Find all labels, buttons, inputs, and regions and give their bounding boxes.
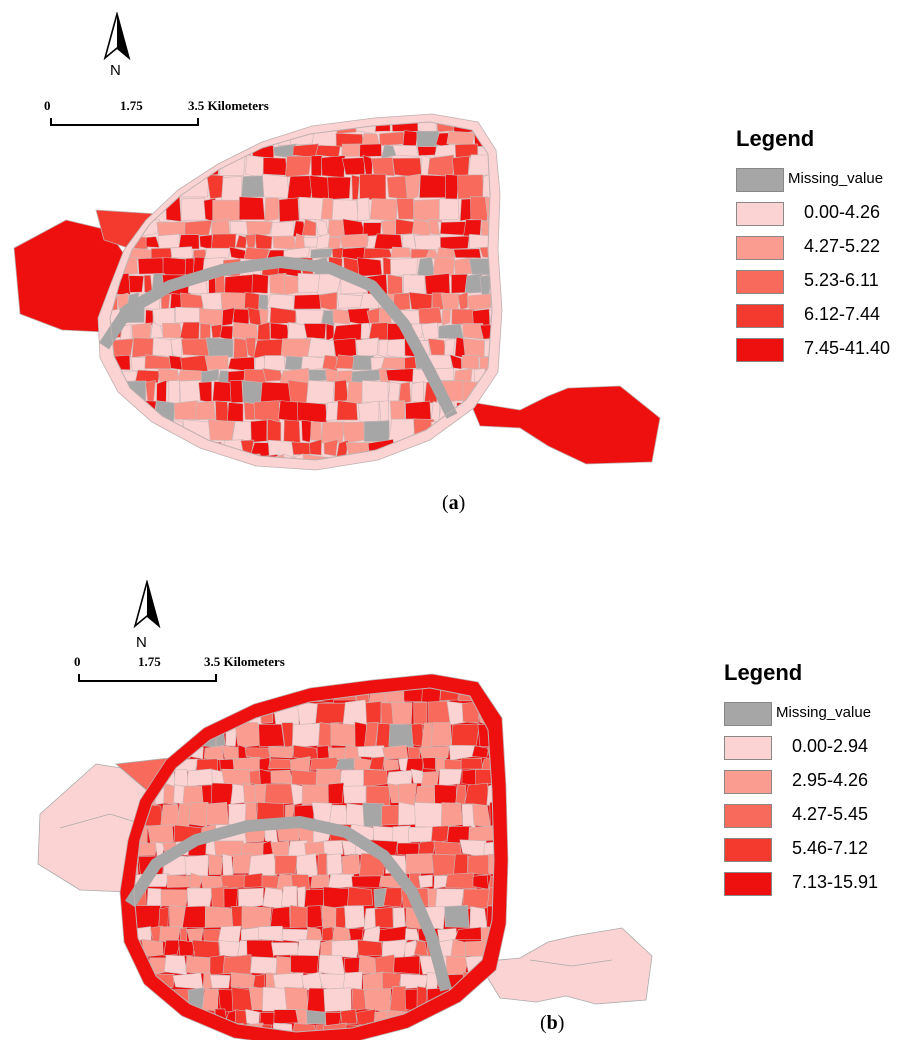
legend-label: 4.27-5.45 <box>792 804 869 824</box>
legend-item: 5.46-7.12 <box>724 838 904 864</box>
scale-bar: 0 1.75 3.5 Kilometers <box>74 654 344 694</box>
legend-swatch <box>724 770 772 794</box>
map-region-east <box>469 385 661 465</box>
legend-label: 5.23-6.11 <box>804 270 879 290</box>
river-seine <box>124 816 452 992</box>
scale-line <box>50 124 198 126</box>
legend-swatch <box>724 872 772 896</box>
legend-label: 2.95-4.26 <box>792 770 869 790</box>
legend-swatch <box>724 804 772 828</box>
legend-label: 7.45-41.40 <box>804 338 891 358</box>
scale-tick <box>197 118 199 126</box>
scale-label-mid: 1.75 <box>120 98 143 113</box>
panel-a: N 0 1.75 3.5 Kilometers Legend Missing_v… <box>13 10 911 514</box>
legend-b: Legend Missing_value 0.00-2.94 2.95-4.26 4.… <box>724 660 909 896</box>
choropleth-map-b <box>37 673 653 1040</box>
scale-label-mid: 1.75 <box>138 654 161 669</box>
legend-label: 6.12-7.44 <box>804 304 881 324</box>
legend-item: 0.00-2.94 <box>724 736 904 762</box>
legend-swatch <box>736 304 784 328</box>
legend-item: 5.23-6.11 <box>736 270 916 296</box>
legend-swatch <box>736 236 784 260</box>
legend-title: Legend <box>736 126 815 151</box>
choropleth-map-a <box>13 113 661 471</box>
north-label: N <box>110 62 121 79</box>
legend-a: Legend Missing_value 0.00-4.26 4.27-5.22 5.… <box>736 126 911 362</box>
scale-label-end: 3.5 Kilometers <box>188 98 269 113</box>
legend-item: 7.45-41.40 <box>736 338 916 364</box>
legend-item: Missing_value <box>736 168 916 194</box>
legend-item: 6.12-7.44 <box>736 304 916 330</box>
legend-title: Legend <box>724 660 803 685</box>
legend-label: 4.27-5.22 <box>804 236 881 256</box>
panel-b: N 0 1.75 3.5 Kilometers Legend Missing_v… <box>0 560 916 1046</box>
legend-item: 2.95-4.26 <box>724 770 904 796</box>
legend-label: Missing_value <box>776 704 872 721</box>
scale-label-end: 3.5 Kilometers <box>204 654 285 669</box>
scale-tick <box>78 674 80 682</box>
legend-item: 4.27-5.45 <box>724 804 904 830</box>
scale-line <box>78 680 216 682</box>
scale-label-start: 0 <box>44 98 51 113</box>
legend-item: 4.27-5.22 <box>736 236 916 262</box>
legend-swatch <box>724 736 772 760</box>
legend-label: 0.00-4.26 <box>804 202 881 222</box>
north-arrow-icon: N <box>130 578 164 651</box>
legend-swatch <box>724 702 772 726</box>
map-region-east <box>477 927 653 1005</box>
caption-a: (a) <box>442 492 466 514</box>
legend-swatch <box>736 168 784 192</box>
legend-swatch <box>736 202 784 226</box>
legend-label: 0.00-2.94 <box>792 736 869 756</box>
scale-label-start: 0 <box>74 654 81 669</box>
caption-b: (b) <box>540 1012 565 1034</box>
legend-item: 7.13-15.91 <box>724 872 904 898</box>
north-arrow-icon: N <box>100 10 134 82</box>
legend-label: 5.46-7.12 <box>792 838 869 858</box>
legend-label: 7.13-15.91 <box>792 872 879 892</box>
scale-bar: 0 1.75 3.5 Kilometers <box>44 98 314 138</box>
legend-swatch <box>724 838 772 862</box>
north-label: N <box>136 634 147 651</box>
river-seine <box>99 256 458 419</box>
legend-swatch <box>736 270 784 294</box>
scale-tick <box>215 674 217 682</box>
legend-label: Missing_value <box>788 170 884 187</box>
legend-swatch <box>736 338 784 362</box>
scale-tick <box>50 118 52 126</box>
legend-item: 0.00-4.26 <box>736 202 916 228</box>
legend-item: Missing_value <box>724 702 904 728</box>
